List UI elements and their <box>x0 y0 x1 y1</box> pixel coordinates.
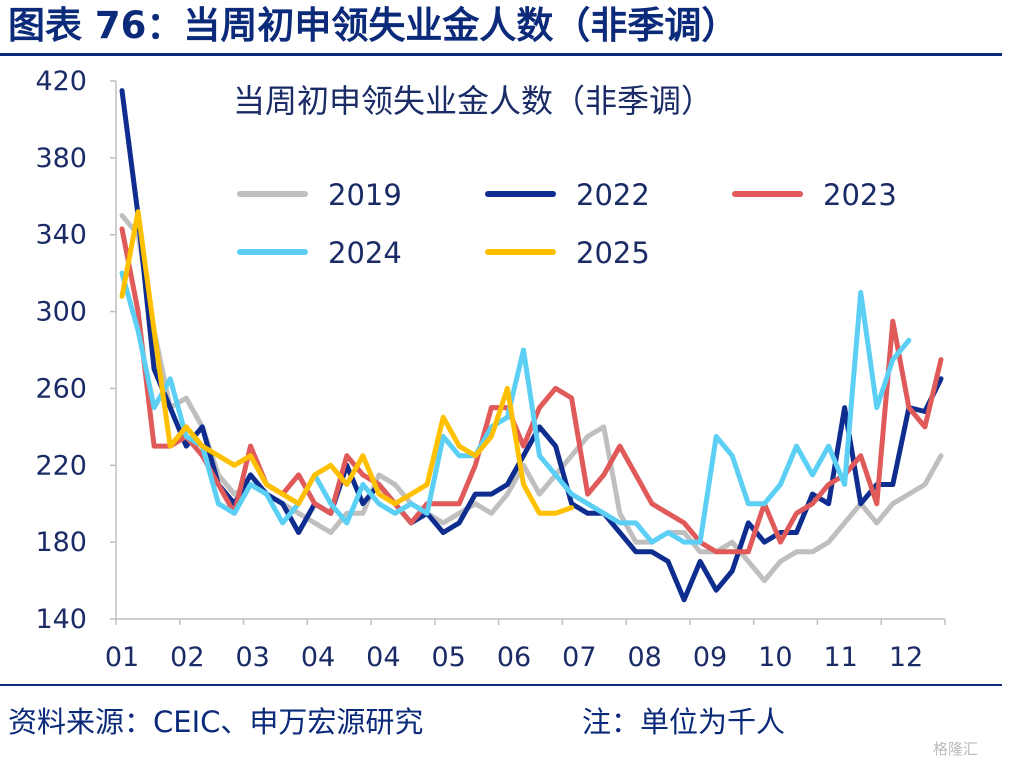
y-tick-label: 220 <box>35 450 87 481</box>
x-tick-label: 08 <box>627 642 661 673</box>
legend: 2019 2022 2023 2024 2025 <box>237 178 897 270</box>
y-tick-label: 420 <box>35 66 87 97</box>
y-tick-label: 180 <box>35 527 87 558</box>
legend-label-2025: 2025 <box>576 236 650 270</box>
series-line-2022 <box>119 88 944 603</box>
y-tick-label: 140 <box>35 604 87 635</box>
x-tick-label: 03 <box>235 642 269 673</box>
footer-rule <box>0 684 1002 686</box>
legend-label-2023: 2023 <box>823 178 897 212</box>
x-tick-label: 06 <box>497 642 531 673</box>
y-tick-label: 300 <box>35 297 87 328</box>
title-rule <box>0 53 1002 56</box>
x-tick-label: 05 <box>431 642 465 673</box>
series-line-2025 <box>119 209 575 516</box>
y-tick-label: 340 <box>35 220 87 251</box>
x-tick-label: 12 <box>889 642 923 673</box>
unit-note: 注：单位为千人 <box>582 705 786 739</box>
x-tick-label: 10 <box>758 642 792 673</box>
x-tick-label: 04 <box>301 642 335 673</box>
x-tick-label: 04 <box>366 642 400 673</box>
y-tick-label: 260 <box>35 373 87 404</box>
x-tick-label: 01 <box>105 642 139 673</box>
legend-label-2022: 2022 <box>576 178 650 212</box>
axes: 140 180 220 260 300 340 380 420 01 02 03 04 04 05 06 07… <box>35 66 946 673</box>
x-tick-label: 09 <box>693 642 727 673</box>
legend-label-2024: 2024 <box>328 236 402 270</box>
series-line-2024 <box>119 270 912 545</box>
x-tick-label: 07 <box>562 642 596 673</box>
source-note: 资料来源：CEIC、申万宏源研究 <box>8 705 424 739</box>
legend-label-2019: 2019 <box>328 178 402 212</box>
figure-title: 图表 76：当周初申领失业金人数（非季调） <box>8 4 739 47</box>
series-layer <box>119 88 944 603</box>
y-tick-label: 380 <box>35 143 87 174</box>
chart-title: 当周初申领失业金人数（非季调） <box>233 82 713 120</box>
x-tick-label: 02 <box>170 642 204 673</box>
watermark: 格隆汇 <box>933 740 979 758</box>
x-tick-label: 11 <box>823 642 857 673</box>
line-chart: 当周初申领失业金人数（非季调） 140 180 220 260 300 340 380 420… <box>35 66 946 673</box>
